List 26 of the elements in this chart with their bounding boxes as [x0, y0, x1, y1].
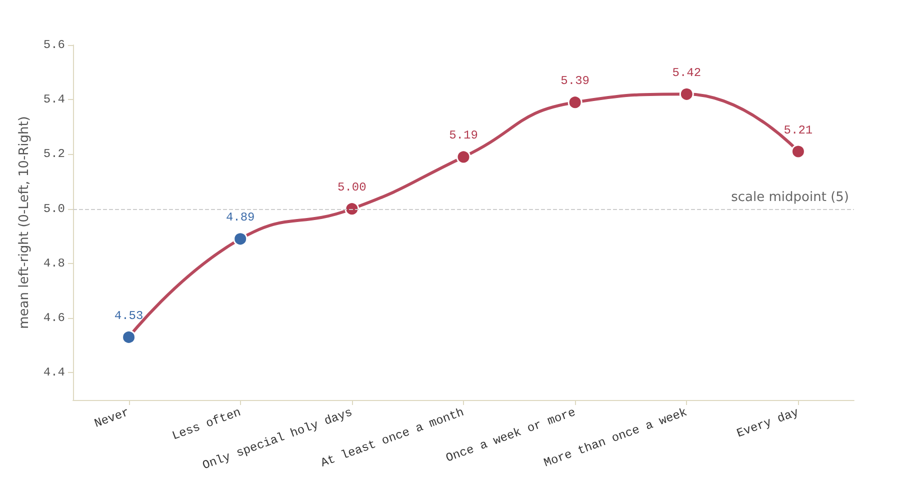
point: [344, 202, 360, 216]
data-label: 5.00: [338, 180, 366, 195]
point: [568, 95, 582, 110]
y-tick-label: 5.4: [43, 92, 65, 107]
x-tick-label: Less often: [170, 405, 243, 444]
point: [456, 150, 471, 164]
y-tick-label: 5.2: [43, 147, 65, 162]
y-axis-title: mean left-right (0-Left, 10-Right): [17, 116, 32, 329]
y-tick-label: 5.6: [43, 38, 65, 52]
y-tick-label: 4.6: [43, 311, 65, 326]
data-label: 5.42: [672, 66, 702, 80]
data-label: 4.89: [226, 210, 255, 225]
point: [233, 232, 248, 246]
data-label: 5.19: [449, 128, 478, 143]
y-tick-label: 4.4: [43, 366, 65, 380]
data-label: 4.53: [114, 308, 144, 323]
data-label: 5.21: [784, 123, 813, 138]
x-tick-label: Never: [92, 405, 132, 431]
point: [790, 144, 806, 159]
x-tick-label: Every day: [734, 405, 801, 441]
y-tick-label: 4.8: [43, 256, 65, 270]
ref-line-label: scale midpoint (5): [731, 190, 849, 205]
data-label: 5.39: [560, 74, 590, 88]
point: [679, 86, 694, 102]
point: [122, 330, 136, 344]
y-tick-label: 5.0: [43, 202, 65, 216]
